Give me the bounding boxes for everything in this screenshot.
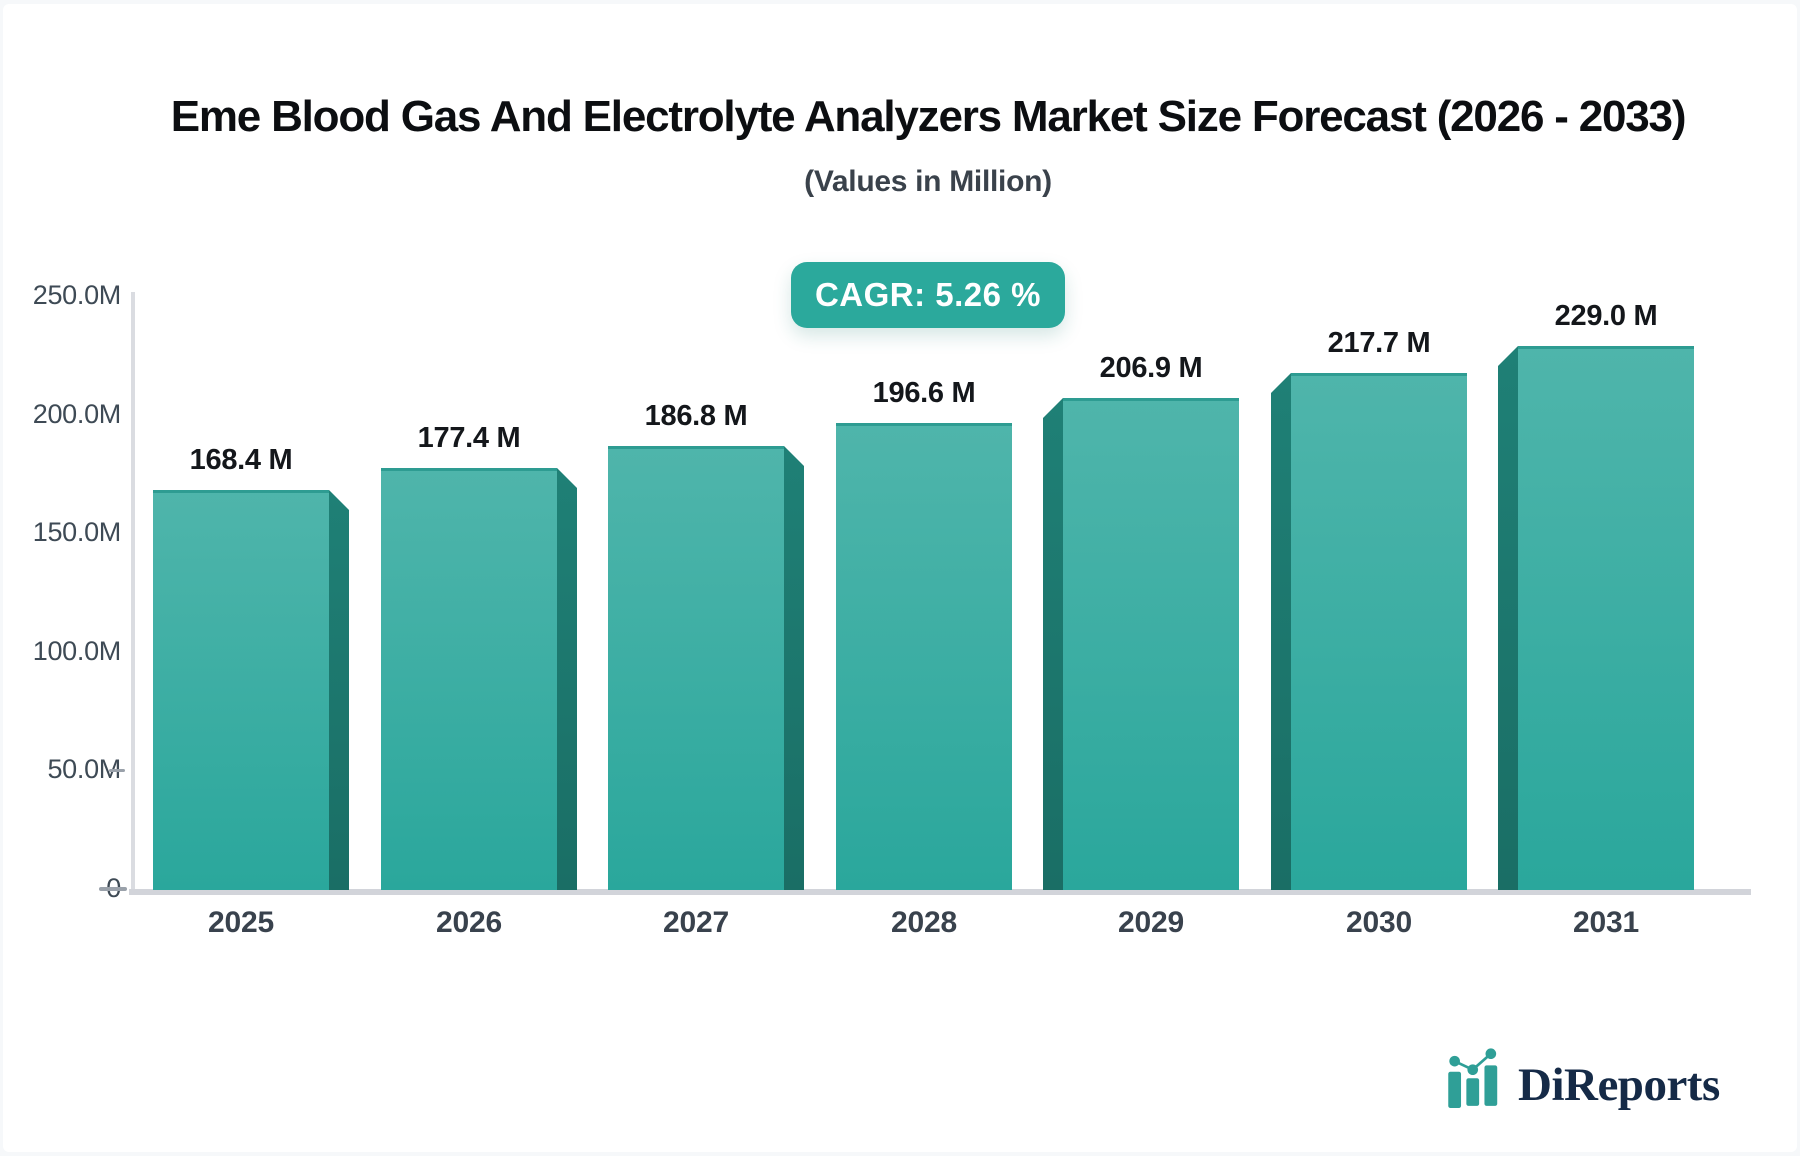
bar-value-label: 168.4 M	[189, 444, 293, 476]
bar-3d-side	[1498, 346, 1518, 890]
logo-text: DiReports	[1518, 1059, 1720, 1112]
bar	[1518, 346, 1694, 890]
direports-logo: DiReports	[1441, 1042, 1720, 1112]
bar	[381, 468, 557, 890]
y-axis-line	[131, 292, 135, 895]
x-axis-category-label: 2026	[436, 906, 502, 939]
x-axis-category-label: 2028	[891, 906, 957, 939]
bar-value-label: 196.6 M	[872, 377, 976, 409]
y-axis-tick-label: 250.0M	[32, 280, 122, 310]
bar-value-label: 217.7 M	[1327, 327, 1431, 359]
bar-3d-side	[1043, 398, 1063, 890]
bar-value-label: 206.9 M	[1099, 352, 1203, 384]
bar	[836, 423, 1012, 890]
x-axis-category-label: 2025	[208, 906, 274, 939]
x-axis-category-label: 2027	[663, 906, 729, 939]
bar-value-label: 186.8 M	[644, 400, 748, 432]
bar	[153, 490, 329, 890]
chart-card: Eme Blood Gas And Electrolyte Analyzers …	[3, 4, 1797, 1152]
bar-3d-side	[784, 446, 804, 890]
x-axis-category-label: 2030	[1346, 906, 1412, 939]
y-axis-tick-label: 150.0M	[32, 517, 122, 548]
bar-value-label: 177.4 M	[417, 422, 521, 454]
chart-header: Eme Blood Gas And Electrolyte Analyzers …	[53, 92, 1797, 199]
chart-subtitle: (Values in Million)	[804, 164, 1052, 198]
x-axis-category-label: 2029	[1118, 906, 1184, 939]
bar	[1063, 398, 1239, 890]
bar	[1291, 373, 1467, 890]
bar	[608, 446, 784, 890]
y-axis-tick-mark	[109, 768, 125, 772]
bar-chart-logo-icon	[1448, 1048, 1498, 1108]
y-axis-tick-label: 50.0M	[47, 754, 121, 785]
page-title: Eme Blood Gas And Electrolyte Analyzers …	[170, 92, 1687, 141]
y-axis-tick-label: 100.0M	[32, 635, 122, 666]
bar-value-label: 229.0 M	[1554, 300, 1658, 332]
x-axis-category-label: 2031	[1573, 906, 1639, 939]
x-axis-line	[129, 889, 1751, 895]
y-axis-tick-label: 200.0M	[32, 398, 122, 429]
cagr-badge: CAGR: 5.26 %	[791, 262, 1065, 328]
y-axis-tick-mark	[99, 887, 127, 891]
bar-3d-side	[1271, 373, 1291, 890]
bar-3d-side	[557, 468, 577, 890]
bar-3d-side	[329, 490, 349, 890]
